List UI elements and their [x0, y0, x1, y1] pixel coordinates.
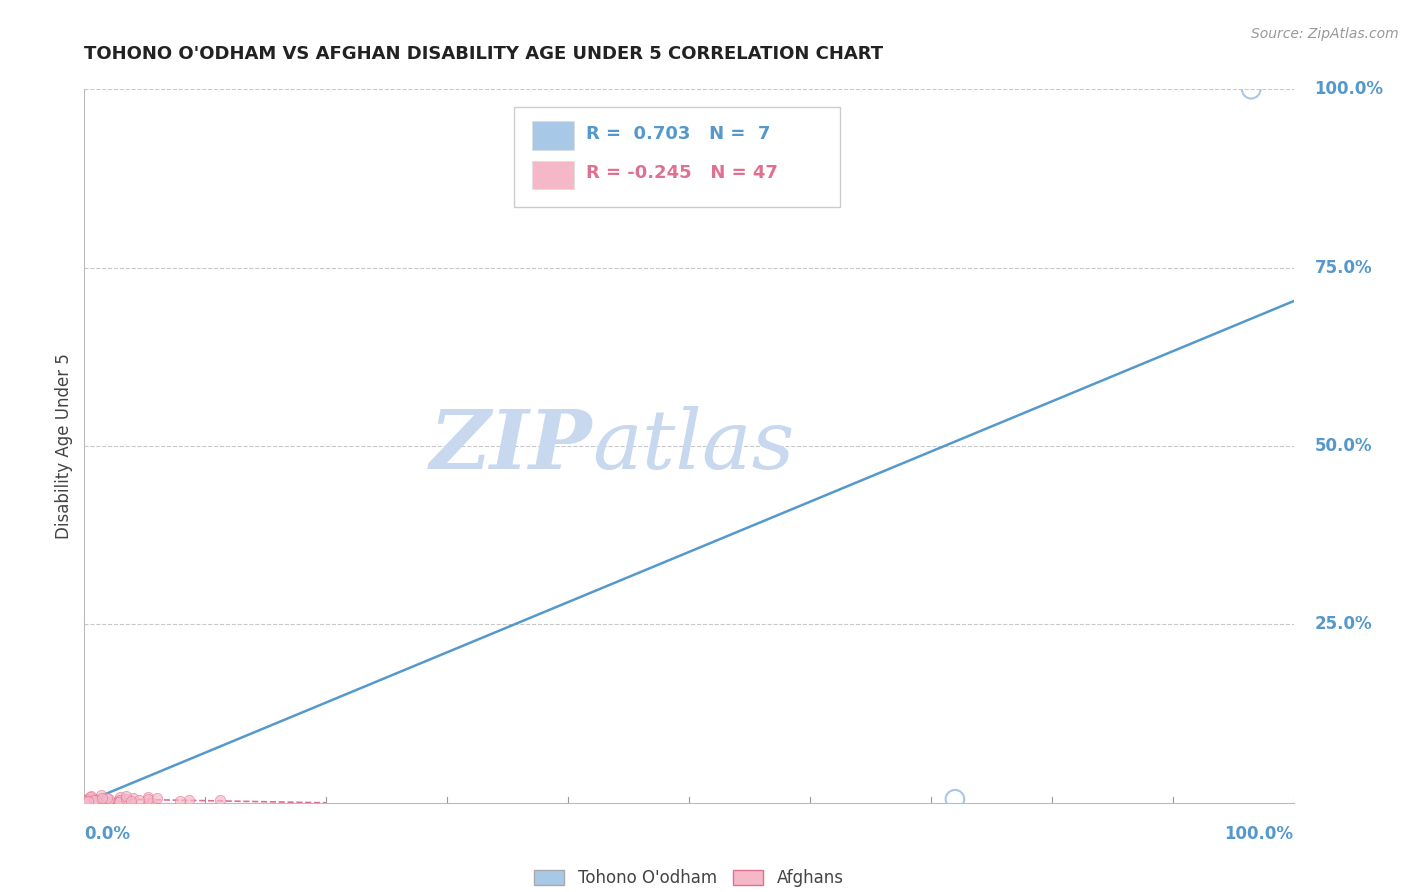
Point: [75, 795, 97, 809]
Point: [136, 791, 159, 805]
Point: [89, 793, 111, 807]
Point: [73, 795, 96, 809]
Point: [120, 794, 142, 808]
Point: [111, 795, 134, 809]
Point: [77, 794, 100, 808]
Point: [97, 795, 120, 809]
Point: [128, 793, 150, 807]
Point: [75, 792, 97, 806]
Point: [86, 796, 108, 810]
Point: [141, 796, 163, 810]
Text: R = -0.245   N = 47: R = -0.245 N = 47: [586, 164, 778, 182]
Text: ZIP: ZIP: [430, 406, 592, 486]
Point: [91, 790, 114, 805]
Legend: Tohono O'odham, Afghans: Tohono O'odham, Afghans: [534, 869, 844, 888]
Point: [209, 793, 232, 807]
FancyBboxPatch shape: [513, 107, 841, 207]
FancyBboxPatch shape: [531, 161, 574, 189]
Point: [169, 794, 191, 808]
Point: [98, 792, 121, 806]
Point: [77, 791, 100, 805]
Point: [84, 795, 107, 809]
Point: [122, 791, 145, 805]
Point: [136, 790, 159, 805]
Point: [73, 794, 96, 808]
Point: [1240, 82, 1263, 96]
Point: [76, 793, 98, 807]
Point: [83, 793, 105, 807]
Point: [90, 788, 112, 802]
Point: [90, 796, 112, 810]
Point: [96, 791, 118, 805]
Point: [145, 790, 167, 805]
Point: [79, 793, 101, 807]
Point: [108, 793, 131, 807]
Point: [115, 792, 138, 806]
Point: [108, 796, 131, 810]
Text: 50.0%: 50.0%: [1315, 437, 1372, 455]
Point: [90, 795, 112, 809]
Text: R =  0.703   N =  7: R = 0.703 N = 7: [586, 125, 770, 143]
Point: [115, 789, 138, 804]
Point: [177, 793, 200, 807]
Point: [90, 796, 112, 810]
Point: [108, 790, 131, 805]
Point: [79, 789, 101, 804]
Point: [84, 793, 107, 807]
Point: [76, 794, 98, 808]
Text: Source: ZipAtlas.com: Source: ZipAtlas.com: [1251, 27, 1399, 41]
Text: TOHONO O'ODHAM VS AFGHAN DISABILITY AGE UNDER 5 CORRELATION CHART: TOHONO O'ODHAM VS AFGHAN DISABILITY AGE …: [84, 45, 883, 62]
Text: 0.0%: 0.0%: [84, 825, 131, 843]
Point: [80, 789, 103, 803]
Text: 75.0%: 75.0%: [1315, 259, 1372, 277]
Text: atlas: atlas: [592, 406, 794, 486]
FancyBboxPatch shape: [531, 121, 574, 150]
Text: 25.0%: 25.0%: [1315, 615, 1372, 633]
Point: [76, 793, 98, 807]
Point: [107, 794, 129, 808]
Point: [943, 792, 966, 806]
Text: 100.0%: 100.0%: [1315, 80, 1384, 98]
Point: [108, 793, 131, 807]
Point: [76, 792, 98, 806]
Y-axis label: Disability Age Under 5: Disability Age Under 5: [55, 353, 73, 539]
Point: [136, 796, 159, 810]
Text: 100.0%: 100.0%: [1225, 825, 1294, 843]
Point: [84, 791, 107, 805]
Point: [80, 794, 103, 808]
